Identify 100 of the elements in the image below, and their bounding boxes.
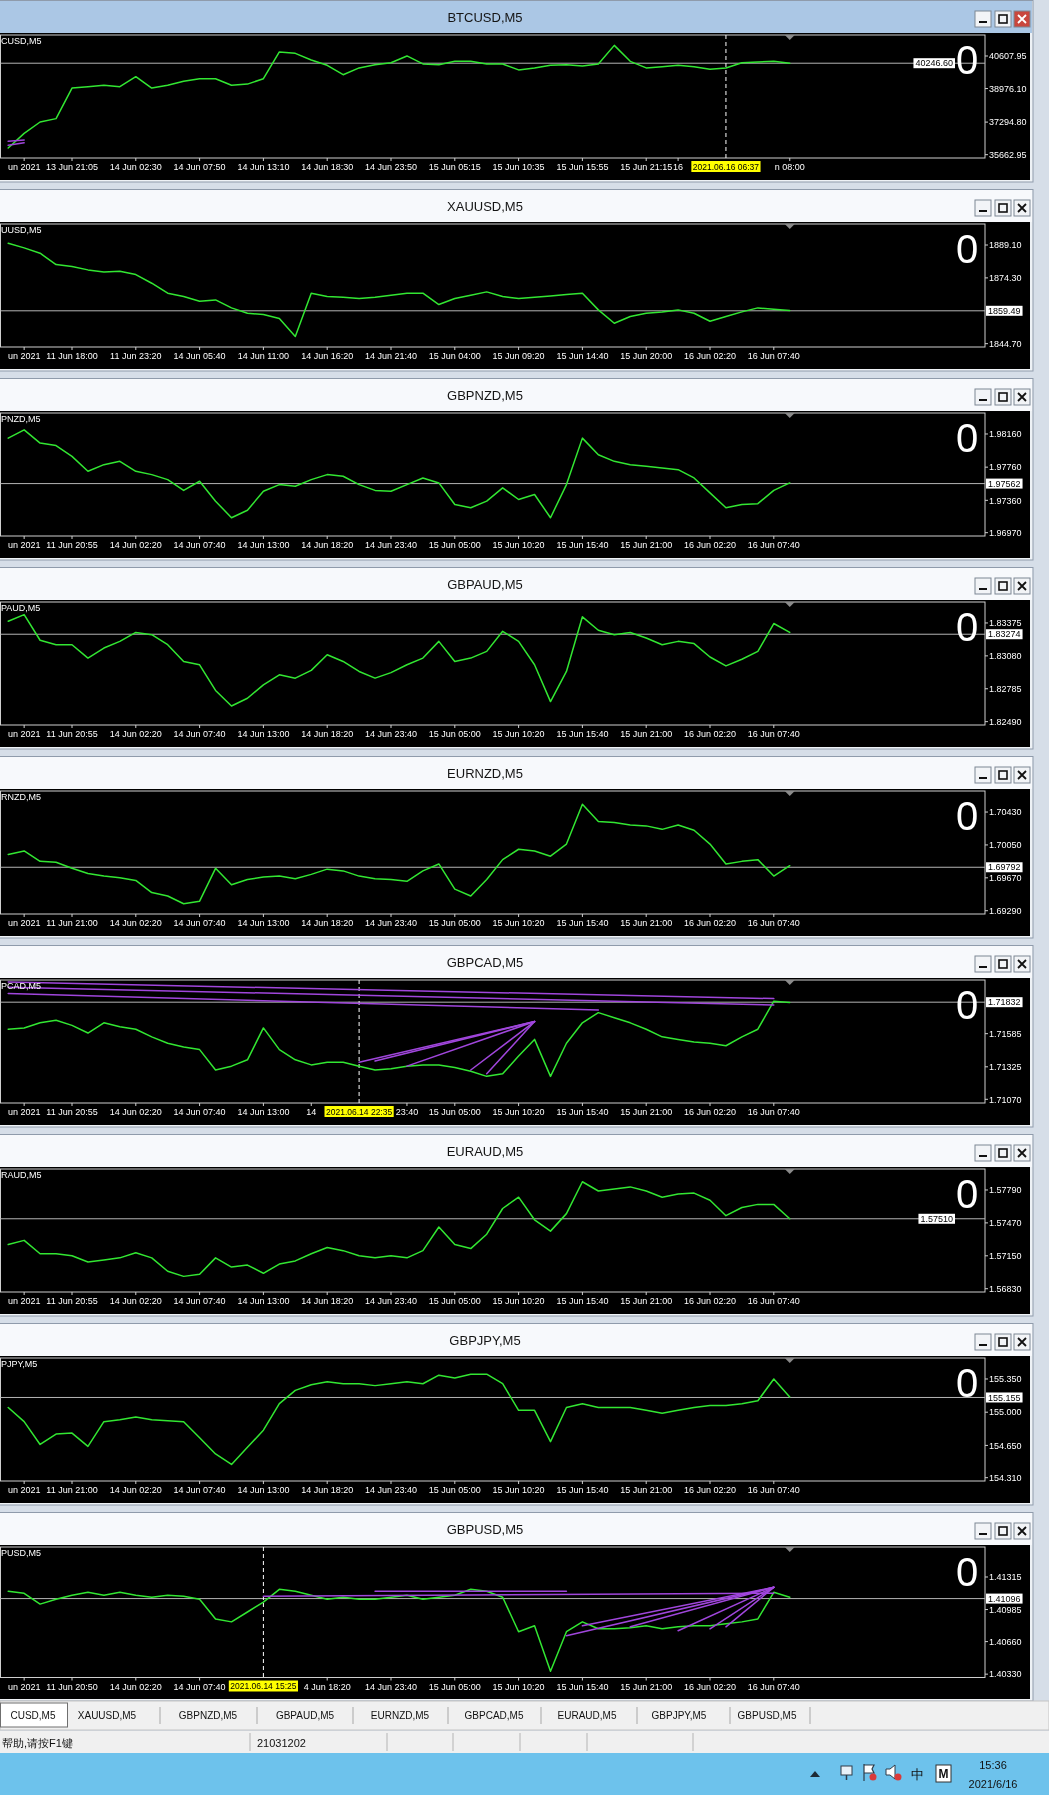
y-tick-label: 1.69670 bbox=[989, 873, 1022, 884]
x-tick-label: 16 Jun 02:20 bbox=[683, 729, 737, 739]
x-tick-label: 15 Jun 15:40 bbox=[556, 918, 609, 928]
text: EURNZD,M5 bbox=[370, 1710, 430, 1721]
x-tick-label: 15 Jun 05:00 bbox=[428, 918, 481, 928]
ref-line-label: 1.83274 bbox=[988, 629, 1021, 640]
x-tick-label: 16 bbox=[673, 162, 684, 172]
y-tick-label: 1.56830 bbox=[989, 1283, 1022, 1294]
x-tick-label: un 2021 bbox=[7, 162, 41, 172]
text: 中 bbox=[910, 1767, 924, 1782]
ref-line-label: 40246.60 bbox=[915, 58, 953, 69]
x-tick-label: 16 Jun 07:40 bbox=[747, 1485, 800, 1495]
x-tick-label: 11 Jun 20:55 bbox=[46, 729, 98, 739]
y-tick-label: 1.40660 bbox=[989, 1636, 1022, 1647]
x-tick-label: 15 Jun 21:00 bbox=[620, 540, 673, 550]
x-tick-label: 14 Jun 07:40 bbox=[173, 729, 226, 739]
x-tick-label: 15 Jun 21:00 bbox=[620, 1107, 673, 1117]
y-tick-label: 1.69290 bbox=[989, 905, 1022, 916]
x-tick-label: 14 Jun 16:20 bbox=[301, 351, 354, 361]
x-tick-label: 16 Jun 02:20 bbox=[683, 1485, 737, 1495]
x-tick-label: 14 Jun 21:40 bbox=[364, 351, 418, 361]
chart-title: GBPNZD,M5 bbox=[447, 388, 523, 403]
x-tick-label: 15 Jun 05:00 bbox=[428, 1296, 481, 1306]
x-tick-label: 2021.06.14 22:35 bbox=[326, 1106, 393, 1117]
text: M bbox=[938, 1767, 949, 1781]
x-tick-label: n 08:00 bbox=[774, 162, 805, 172]
text: 0 bbox=[955, 605, 979, 649]
x-tick-label: 15 Jun 05:00 bbox=[428, 1485, 481, 1495]
x-tick-label: 14 Jun 07:50 bbox=[173, 162, 226, 172]
x-tick-label: 14 Jun 02:20 bbox=[109, 1681, 162, 1692]
x-tick-label: 14 Jun 02:30 bbox=[109, 162, 162, 172]
ref-line-label: 1.57510 bbox=[920, 1213, 953, 1224]
y-tick-label: 1.41315 bbox=[989, 1572, 1022, 1583]
text: 0 bbox=[955, 38, 979, 82]
x-tick-label: 14 Jun 23:40 bbox=[364, 918, 418, 928]
x-tick-label: 11 Jun 20:55 bbox=[46, 540, 98, 550]
x-tick-label: 16 Jun 02:20 bbox=[683, 1107, 737, 1117]
text: EURAUD,M5 bbox=[557, 1710, 617, 1721]
text: 帮助,请按F1键 bbox=[2, 1737, 73, 1749]
y-tick-label: 1.82785 bbox=[989, 683, 1022, 694]
x-tick-label: 14 Jun 13:00 bbox=[237, 729, 290, 739]
x-tick-label: 14 Jun 07:40 bbox=[173, 1296, 226, 1306]
x-tick-label: 16 Jun 02:20 bbox=[683, 918, 737, 928]
chart-title: BTCUSD,M5 bbox=[447, 10, 523, 25]
text: GBPJPY,M5 bbox=[651, 1710, 707, 1721]
x-tick-label: 16 Jun 07:40 bbox=[747, 1681, 800, 1692]
x-tick-label: 14 Jun 23:40 bbox=[364, 1681, 418, 1692]
x-tick-label: 11 Jun 20:55 bbox=[46, 1107, 98, 1117]
x-tick-label: 14 Jun 07:40 bbox=[173, 1107, 226, 1117]
x-tick-label: 4 Jun 18:20 bbox=[303, 1681, 351, 1692]
x-tick-label: 14 Jun 23:50 bbox=[364, 162, 418, 172]
x-tick-label: 14 Jun 18:20 bbox=[301, 1485, 354, 1495]
chart-subtitle: PJPY,M5 bbox=[1, 1359, 38, 1369]
x-tick-label: un 2021 bbox=[7, 1485, 41, 1495]
chart-title: GBPAUD,M5 bbox=[447, 577, 523, 592]
x-tick-label: 14 Jun 13:00 bbox=[237, 540, 290, 550]
x-tick-label: 15 Jun 10:20 bbox=[492, 1107, 545, 1117]
x-tick-label: 16 Jun 07:40 bbox=[747, 1107, 800, 1117]
x-tick-label: 16 Jun 07:40 bbox=[747, 540, 800, 550]
x-tick-label: 15 Jun 04:00 bbox=[428, 351, 481, 361]
x-tick-label: 14 Jun 07:40 bbox=[173, 918, 226, 928]
text: 0 bbox=[955, 416, 979, 460]
x-tick-label: 15 Jun 15:40 bbox=[556, 1296, 609, 1306]
x-tick-label: 16 Jun 07:40 bbox=[747, 729, 800, 739]
x-tick-label: 14 Jun 02:20 bbox=[109, 729, 162, 739]
x-tick-label: 15 Jun 21:00 bbox=[620, 1681, 673, 1692]
x-tick-label: un 2021 bbox=[7, 540, 41, 550]
x-tick-label: 15 Jun 21:00 bbox=[620, 918, 673, 928]
text: 0 bbox=[955, 1172, 979, 1216]
x-tick-label: 14 Jun 02:20 bbox=[109, 1296, 162, 1306]
text: 15:36 bbox=[979, 1759, 1007, 1771]
x-tick-label: 15 Jun 10:20 bbox=[492, 1681, 545, 1692]
x-tick-label: 15 Jun 15:40 bbox=[556, 540, 609, 550]
y-tick-label: 1.82490 bbox=[989, 716, 1022, 727]
ref-line-label: 1.71832 bbox=[988, 997, 1021, 1008]
x-tick-label: 16 Jun 02:20 bbox=[683, 1296, 737, 1306]
text: 0 bbox=[955, 794, 979, 838]
x-tick-label: 15 Jun 05:00 bbox=[428, 1681, 481, 1692]
x-tick-label: 14 Jun 18:30 bbox=[301, 162, 354, 172]
x-tick-label: 15 Jun 10:20 bbox=[492, 729, 545, 739]
text: 0 bbox=[955, 1361, 979, 1405]
x-tick-label: 14 Jun 23:40 bbox=[364, 729, 418, 739]
chart-title: GBPJPY,M5 bbox=[449, 1333, 521, 1348]
x-tick-label: 15 Jun 20:00 bbox=[620, 351, 673, 361]
ref-line-label: 1.69792 bbox=[988, 862, 1021, 873]
y-tick-label: 1889.10 bbox=[989, 240, 1022, 251]
x-tick-label: un 2021 bbox=[7, 729, 41, 739]
x-tick-label: 15 Jun 10:35 bbox=[492, 162, 545, 172]
ref-line-label: 1.97562 bbox=[988, 478, 1021, 489]
x-tick-label: 14 Jun 23:40 bbox=[364, 1296, 418, 1306]
x-tick-label: 14 Jun 02:20 bbox=[109, 1485, 162, 1495]
text: CUSD,M5 bbox=[10, 1710, 56, 1721]
text: GBPAUD,M5 bbox=[275, 1710, 335, 1721]
chart-title: EURNZD,M5 bbox=[447, 766, 523, 781]
y-tick-label: 1.57790 bbox=[989, 1185, 1022, 1196]
x-tick-label: 14 Jun 02:20 bbox=[109, 540, 162, 550]
chart-subtitle: CUSD,M5 bbox=[1, 36, 42, 46]
x-tick-label: 15 Jun 21:00 bbox=[620, 1485, 673, 1495]
y-tick-label: 1844.70 bbox=[989, 338, 1022, 349]
x-tick-label: 15 Jun 15:55 bbox=[556, 162, 609, 172]
